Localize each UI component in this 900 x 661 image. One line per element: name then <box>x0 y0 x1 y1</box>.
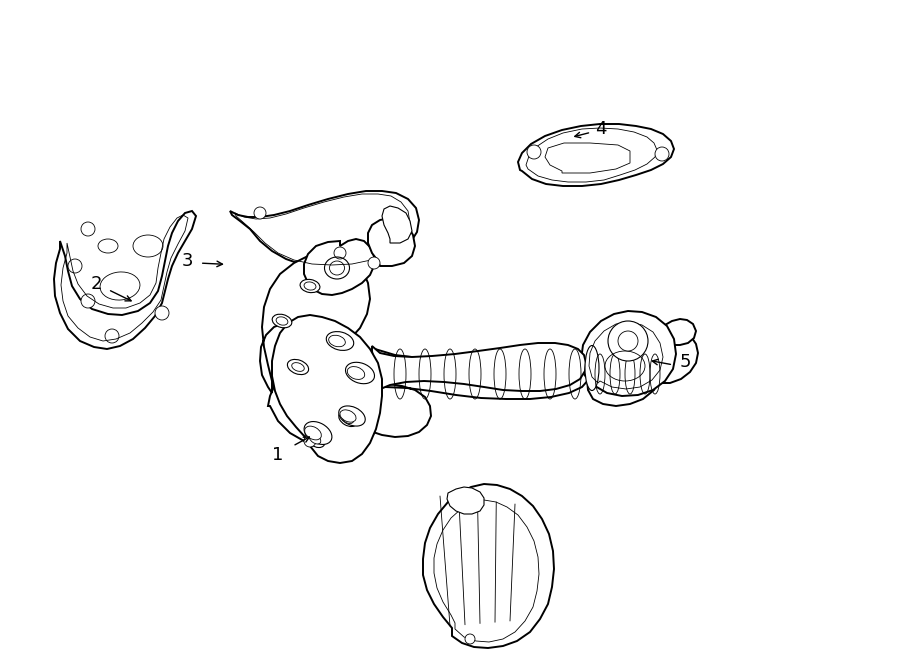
Text: 5: 5 <box>680 353 691 371</box>
Ellipse shape <box>310 434 320 444</box>
Text: 3: 3 <box>182 252 193 270</box>
Circle shape <box>390 210 402 222</box>
Polygon shape <box>368 218 415 266</box>
Ellipse shape <box>340 410 356 422</box>
Circle shape <box>155 306 169 320</box>
Ellipse shape <box>362 379 378 434</box>
Ellipse shape <box>292 363 304 371</box>
Circle shape <box>368 257 380 269</box>
Circle shape <box>105 329 119 343</box>
Polygon shape <box>260 252 370 443</box>
Ellipse shape <box>287 360 309 375</box>
Polygon shape <box>658 335 698 383</box>
Circle shape <box>334 247 346 259</box>
Polygon shape <box>304 239 374 295</box>
Ellipse shape <box>98 239 118 253</box>
Text: 1: 1 <box>272 446 283 464</box>
Polygon shape <box>545 143 630 173</box>
Circle shape <box>465 634 475 644</box>
Circle shape <box>618 331 638 351</box>
Ellipse shape <box>328 335 346 347</box>
Circle shape <box>655 147 669 161</box>
Circle shape <box>81 222 95 236</box>
Polygon shape <box>54 211 196 349</box>
Polygon shape <box>362 343 586 434</box>
Ellipse shape <box>338 406 365 426</box>
Ellipse shape <box>305 430 325 447</box>
Ellipse shape <box>342 414 354 424</box>
Circle shape <box>81 294 95 308</box>
Ellipse shape <box>100 272 140 300</box>
Ellipse shape <box>347 367 365 379</box>
Polygon shape <box>660 319 696 345</box>
Polygon shape <box>272 315 382 463</box>
Polygon shape <box>447 487 484 514</box>
Ellipse shape <box>338 411 357 426</box>
Ellipse shape <box>304 422 332 444</box>
Circle shape <box>608 321 648 361</box>
Ellipse shape <box>304 426 321 440</box>
Text: 2: 2 <box>91 275 102 293</box>
Circle shape <box>527 145 541 159</box>
Ellipse shape <box>585 346 599 391</box>
Ellipse shape <box>133 235 163 257</box>
Ellipse shape <box>304 282 316 290</box>
Ellipse shape <box>272 314 292 328</box>
Polygon shape <box>587 342 661 406</box>
Polygon shape <box>350 349 593 437</box>
Circle shape <box>304 435 316 447</box>
Ellipse shape <box>346 362 374 383</box>
Polygon shape <box>581 311 676 396</box>
Polygon shape <box>268 353 362 447</box>
Ellipse shape <box>327 332 354 350</box>
Polygon shape <box>382 206 412 243</box>
Polygon shape <box>230 191 419 268</box>
Polygon shape <box>518 124 674 186</box>
Ellipse shape <box>300 280 319 293</box>
Circle shape <box>254 207 266 219</box>
Polygon shape <box>423 484 554 648</box>
Text: 4: 4 <box>596 120 607 138</box>
Ellipse shape <box>276 317 288 325</box>
Circle shape <box>68 259 82 273</box>
